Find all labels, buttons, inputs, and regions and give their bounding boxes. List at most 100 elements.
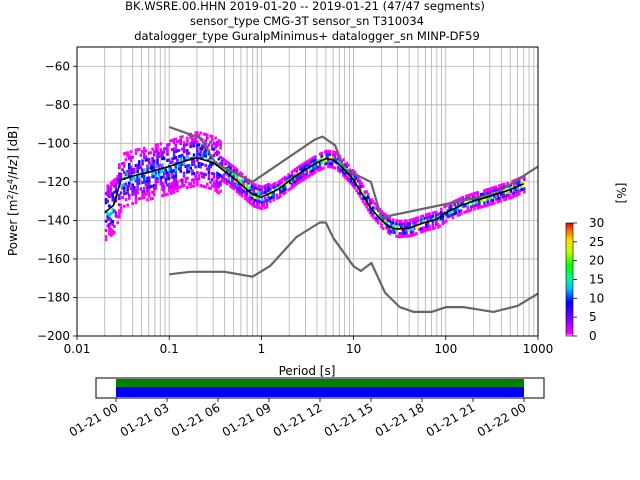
density-cell: [111, 180, 114, 184]
density-cell: [501, 186, 504, 190]
density-cell: [162, 150, 166, 154]
density-cell: [312, 165, 315, 169]
density-cell: [171, 181, 174, 185]
density-cell: [191, 184, 194, 188]
density-cell: [376, 218, 380, 222]
density-cell: [327, 162, 330, 166]
density-cell: [154, 149, 158, 153]
density-cell: [147, 191, 151, 195]
density-cell: [446, 212, 450, 216]
density-cell: [425, 216, 428, 220]
density-cell: [396, 225, 400, 229]
density-cell: [157, 164, 161, 168]
density-cell: [151, 147, 154, 151]
density-cell: [164, 168, 168, 172]
density-cell: [131, 171, 134, 175]
density-cell: [466, 194, 470, 198]
density-cell: [305, 163, 309, 167]
density-cell: [194, 165, 197, 169]
density-cell: [225, 160, 229, 164]
density-cell: [267, 198, 270, 202]
density-cell: [204, 142, 207, 146]
density-cell: [137, 178, 141, 182]
density-cell: [269, 190, 272, 194]
density-cell: [156, 177, 159, 181]
density-cell: [471, 192, 475, 196]
density-cell: [118, 215, 121, 219]
density-cell: [254, 192, 257, 196]
density-cell: [129, 171, 133, 175]
density-cell: [489, 199, 493, 203]
density-cell: [172, 147, 176, 151]
density-cell: [149, 163, 153, 167]
density-cell: [201, 147, 204, 151]
density-cell: [325, 155, 329, 159]
density-cell: [483, 198, 486, 202]
density-cell: [259, 194, 262, 198]
density-cell: [181, 147, 184, 151]
density-cell: [204, 163, 207, 167]
density-cell: [503, 195, 506, 199]
density-cell: [426, 228, 430, 232]
density-cell: [174, 143, 178, 147]
density-cell: [411, 217, 415, 221]
density-cell: [146, 189, 149, 193]
density-cell: [174, 137, 178, 141]
density-cell: [257, 202, 261, 206]
density-cell: [423, 229, 426, 233]
density-cell: [254, 198, 257, 202]
density-cell: [327, 158, 330, 162]
density-cell: [207, 164, 211, 168]
density-cell: [368, 208, 372, 212]
density-cell: [249, 186, 252, 190]
density-cell: [511, 195, 514, 199]
density-cell: [106, 199, 110, 203]
density-cell: [239, 183, 242, 187]
density-cell: [353, 183, 357, 187]
density-cell: [406, 228, 410, 232]
density-cell: [209, 156, 212, 160]
density-cell: [247, 187, 251, 191]
density-cell: [214, 185, 217, 189]
density-cell: [242, 183, 246, 187]
density-cell: [438, 212, 441, 216]
density-cell: [473, 207, 476, 211]
density-cell: [456, 204, 460, 208]
density-cell: [184, 164, 188, 168]
density-cell: [169, 182, 173, 186]
density-cell: [406, 225, 410, 229]
density-cell: [521, 181, 524, 185]
density-cell: [137, 197, 141, 201]
density-cell: [476, 197, 480, 201]
density-cell: [293, 180, 297, 184]
density-cell: [522, 181, 526, 185]
density-cell: [400, 222, 403, 226]
density-cell: [298, 164, 302, 168]
density-cell: [406, 222, 410, 226]
density-cell: [430, 221, 433, 225]
density-cell: [469, 205, 473, 209]
density-cell: [191, 160, 194, 164]
density-cell: [328, 159, 332, 163]
density-cell: [425, 222, 428, 226]
density-cell: [318, 161, 322, 165]
density-cell: [111, 192, 114, 196]
density-cell: [401, 234, 405, 238]
density-cell: [439, 210, 443, 214]
density-cell: [237, 191, 241, 195]
density-cell: [227, 161, 231, 165]
density-cell: [161, 181, 164, 185]
density-cell: [348, 180, 352, 184]
density-cell: [197, 177, 201, 181]
density-cell: [469, 208, 473, 212]
density-cell: [202, 154, 206, 158]
density-cell: [272, 182, 275, 186]
density-cell: [141, 159, 144, 163]
density-cell: [514, 187, 518, 191]
density-cell: [162, 184, 166, 188]
density-cell: [415, 219, 418, 223]
density-cell: [493, 186, 496, 190]
density-cell: [234, 170, 237, 174]
density-cell: [425, 219, 428, 223]
density-cell: [466, 209, 470, 213]
